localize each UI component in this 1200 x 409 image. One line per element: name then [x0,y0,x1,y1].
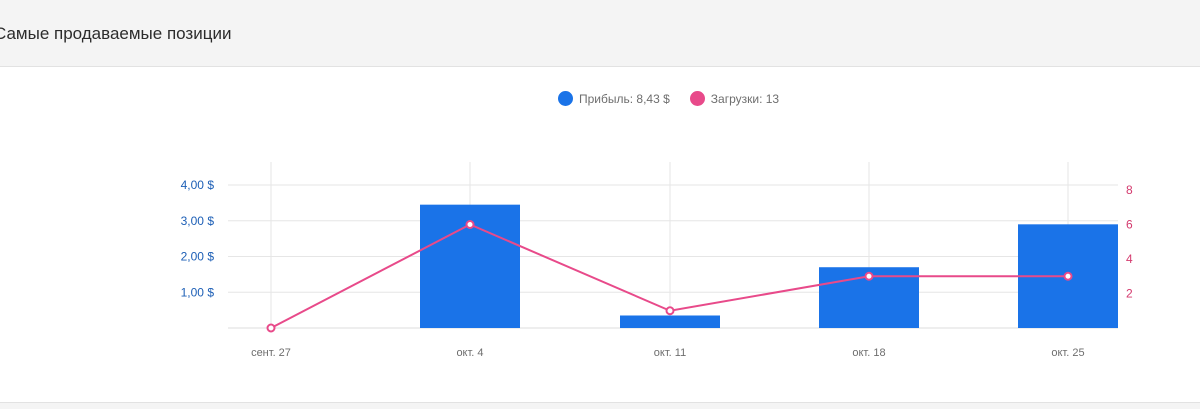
y-right-tick-label: 8 [1126,183,1133,197]
bar-profit [620,315,720,328]
legend-item-profit[interactable]: Прибыль: 8,43 $ [558,91,670,106]
point-downloads [1063,271,1073,281]
legend-dot-profit [558,91,573,106]
point-downloads [864,271,874,281]
y-left-tick-label: 2,00 $ [181,250,215,264]
x-tick-label: окт. 11 [654,347,686,359]
y-left-tick-label: 3,00 $ [181,214,215,228]
x-tick-label: окт. 25 [1051,347,1084,359]
header: Самые продаваемые позиции [0,0,1200,67]
x-tick-label: окт. 18 [852,347,885,359]
legend-label-profit: Прибыль: 8,43 $ [579,91,670,106]
x-tick-label: окт. 4 [456,347,483,359]
point-downloads [266,323,276,333]
point-downloads [465,220,475,229]
chart-svg: 1,00 $ 2,00 $ 3,00 $ 4,00 $ 2 4 6 8 сент. 27 окт.… [181,162,1133,359]
page-title: Самые продаваемые позиции [0,24,232,43]
chart-legend: Прибыль: 8,43 $ Загрузки: 13 [558,91,779,106]
y-right-tick-label: 2 [1126,287,1133,301]
legend-dot-downloads [689,91,705,106]
y-left-tick-label: 4,00 $ [181,178,215,192]
x-tick-label: сент. 27 [251,347,291,359]
legend-label-downloads: Загрузки: 13 [710,91,780,106]
point-downloads [665,306,675,316]
chart-card: Прибыль: 8,43 $ Загрузки: 13 1,00 $ 2,00 … [0,67,1200,403]
y-left-tick-label: 1,00 $ [181,285,215,299]
y-right-tick-label: 4 [1126,252,1133,266]
legend-item-downloads[interactable]: Загрузки: 13 [689,91,780,106]
y-right-tick-label: 6 [1126,218,1133,232]
